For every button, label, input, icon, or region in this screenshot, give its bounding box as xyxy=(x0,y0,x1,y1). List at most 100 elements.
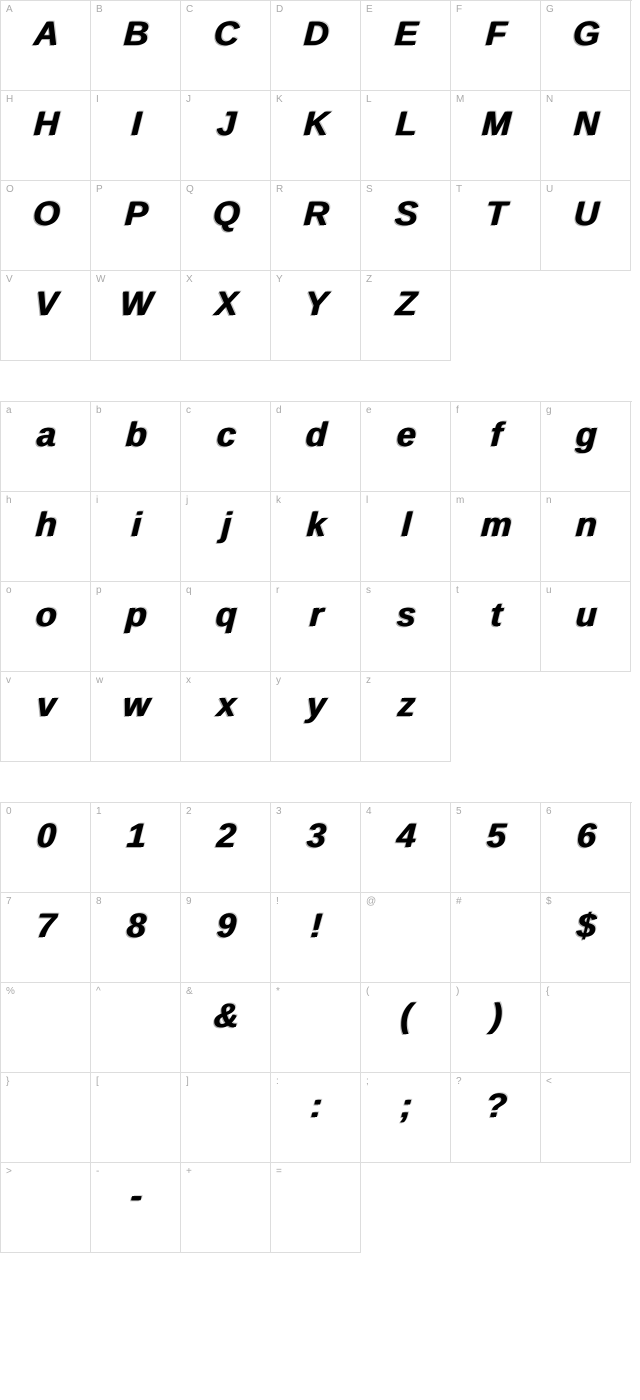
glyph-cell: BB xyxy=(91,1,181,91)
glyph-label: t xyxy=(456,585,459,596)
glyph-cell: ^ xyxy=(91,983,181,1073)
glyph-grid: aabbccddeeffgghhiijjkkllmmnnooppqqrrsstt… xyxy=(0,401,632,762)
glyph-label: O xyxy=(6,184,14,195)
glyph-cell: } xyxy=(1,1073,91,1163)
glyph-display: J xyxy=(180,105,271,144)
glyph-display: G xyxy=(540,15,631,54)
glyph-label: H xyxy=(6,94,13,105)
glyph-display: k xyxy=(270,506,361,545)
glyph-display: & xyxy=(180,997,271,1036)
glyph-label: z xyxy=(366,675,371,686)
glyph-cell: * xyxy=(271,983,361,1073)
glyph-label: m xyxy=(456,495,464,506)
glyph-display: R xyxy=(270,195,361,234)
glyph-cell: hh xyxy=(1,492,91,582)
glyph-cell: 33 xyxy=(271,803,361,893)
glyph-cell: 55 xyxy=(451,803,541,893)
glyph-label: N xyxy=(546,94,553,105)
glyph-label: a xyxy=(6,405,12,416)
glyph-label: ; xyxy=(366,1076,369,1087)
glyph-label: 0 xyxy=(6,806,12,817)
glyph-display: M xyxy=(450,105,541,144)
glyph-cell: ee xyxy=(361,402,451,492)
glyph-label: s xyxy=(366,585,371,596)
glyph-display: B xyxy=(90,15,181,54)
glyph-cell: = xyxy=(271,1163,361,1253)
glyph-label: B xyxy=(96,4,103,15)
glyph-label: * xyxy=(276,986,280,997)
glyph-cell: TT xyxy=(451,181,541,271)
glyph-label: h xyxy=(6,495,12,506)
glyph-cell: XX xyxy=(181,271,271,361)
glyph-display: v xyxy=(0,686,91,725)
glyph-cell: aa xyxy=(1,402,91,492)
glyph-cell: jj xyxy=(181,492,271,582)
glyph-cell: )) xyxy=(451,983,541,1073)
glyph-cell: rr xyxy=(271,582,361,672)
glyph-cell: HH xyxy=(1,91,91,181)
glyph-display: c xyxy=(180,416,271,455)
glyph-display: s xyxy=(360,596,451,635)
glyph-label: Z xyxy=(366,274,372,285)
glyph-display: E xyxy=(360,15,451,54)
glyph-cell: LL xyxy=(361,91,451,181)
glyph-cell: yy xyxy=(271,672,361,762)
glyph-display: i xyxy=(90,506,181,545)
glyph-cell: > xyxy=(1,1163,91,1253)
glyph-display: h xyxy=(0,506,91,545)
glyph-label: L xyxy=(366,94,372,105)
glyph-label: J xyxy=(186,94,191,105)
glyph-label: x xyxy=(186,675,191,686)
glyph-display: Z xyxy=(360,285,451,324)
glyph-display: : xyxy=(270,1087,361,1126)
glyph-cell: [ xyxy=(91,1073,181,1163)
glyph-display: u xyxy=(540,596,631,635)
glyph-label: } xyxy=(6,1076,9,1087)
glyph-cell: PP xyxy=(91,181,181,271)
glyph-label: K xyxy=(276,94,283,105)
glyph-cell: pp xyxy=(91,582,181,672)
glyph-display: 8 xyxy=(90,907,181,946)
glyph-label: P xyxy=(96,184,103,195)
glyph-cell: ww xyxy=(91,672,181,762)
glyph-cell: YY xyxy=(271,271,361,361)
glyph-cell: { xyxy=(541,983,631,1073)
glyph-label: e xyxy=(366,405,372,416)
glyph-cell: 00 xyxy=(1,803,91,893)
glyph-cell: MM xyxy=(451,91,541,181)
glyph-label: W xyxy=(96,274,105,285)
glyph-cell: :: xyxy=(271,1073,361,1163)
glyph-cell: (( xyxy=(361,983,451,1073)
glyph-display: X xyxy=(180,285,271,324)
glyph-label: M xyxy=(456,94,464,105)
glyph-label: : xyxy=(276,1076,279,1087)
glyph-display: q xyxy=(180,596,271,635)
glyph-label: 5 xyxy=(456,806,462,817)
glyph-display: F xyxy=(450,15,541,54)
glyph-display: 2 xyxy=(180,817,271,856)
glyph-display: 4 xyxy=(360,817,451,856)
glyph-display: d xyxy=(270,416,361,455)
glyph-display: 7 xyxy=(0,907,91,946)
glyph-display: 9 xyxy=(180,907,271,946)
glyph-cell: II xyxy=(91,91,181,181)
glyph-cell: nn xyxy=(541,492,631,582)
glyph-cell: 99 xyxy=(181,893,271,983)
glyph-label: A xyxy=(6,4,13,15)
glyph-label: & xyxy=(186,986,193,997)
glyph-label: q xyxy=(186,585,192,596)
glyph-label: X xyxy=(186,274,193,285)
glyph-display: K xyxy=(270,105,361,144)
glyph-display: ( xyxy=(360,997,451,1036)
section-numbers-symbols: 00112233445566778899!!@#$$%^&&*(()){}[]:… xyxy=(0,802,640,1253)
glyph-display: 3 xyxy=(270,817,361,856)
glyph-cell: ;; xyxy=(361,1073,451,1163)
glyph-label: < xyxy=(546,1076,552,1087)
glyph-cell: dd xyxy=(271,402,361,492)
glyph-label: ] xyxy=(186,1076,189,1087)
character-map: AABBCCDDEEFFGGHHIIJJKKLLMMNNOOPPQQRRSSTT… xyxy=(0,0,640,1253)
glyph-cell: qq xyxy=(181,582,271,672)
glyph-cell: 77 xyxy=(1,893,91,983)
glyph-display: U xyxy=(540,195,631,234)
glyph-label: j xyxy=(186,495,188,506)
